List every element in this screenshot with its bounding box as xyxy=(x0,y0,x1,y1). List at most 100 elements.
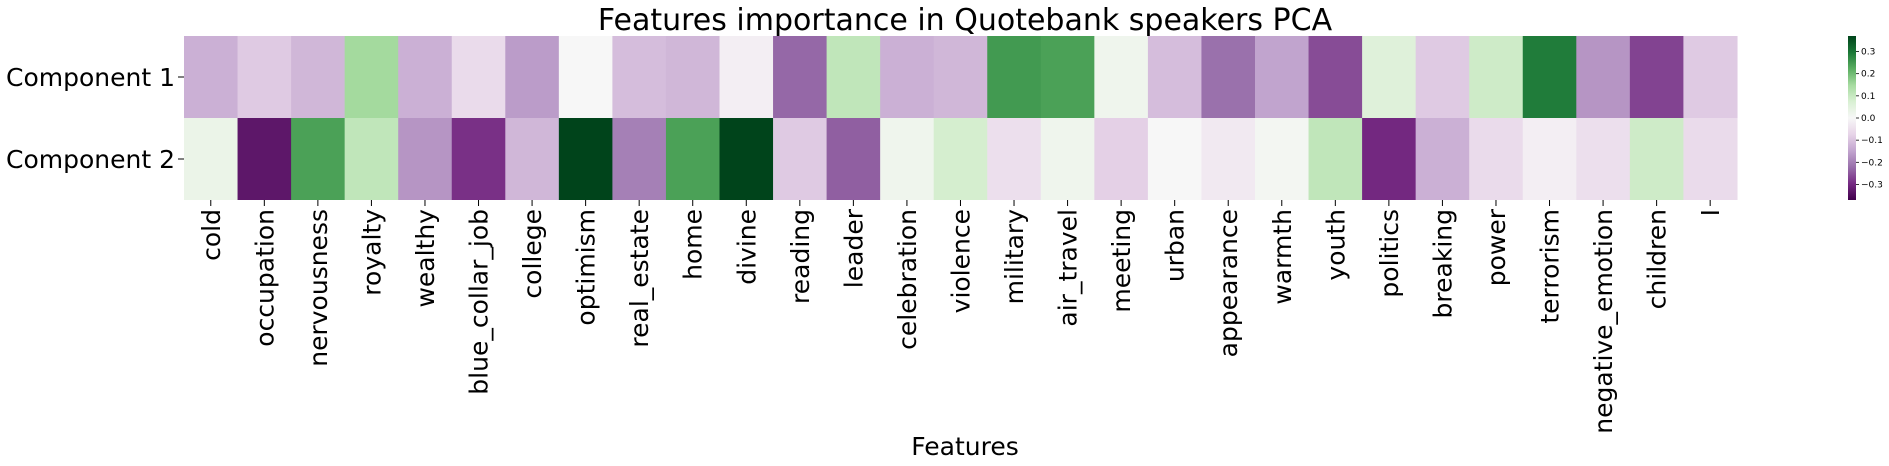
heatmap-cell xyxy=(184,36,239,118)
heatmap-cell xyxy=(665,36,721,118)
column-label: meeting xyxy=(1107,209,1136,313)
colorbar-tick-label: 0.3 xyxy=(1861,48,1875,58)
heatmap-cell xyxy=(558,36,613,118)
column-label: cold xyxy=(197,209,226,261)
heatmap-cell xyxy=(451,118,506,200)
heatmap-cell xyxy=(344,36,399,118)
colorbar-tick-label: 0.0 xyxy=(1861,114,1876,124)
heatmap-cell xyxy=(1308,118,1363,200)
heatmap-cell xyxy=(987,118,1042,200)
heatmap-cell xyxy=(1576,118,1631,200)
column-label: real_estate xyxy=(625,209,654,348)
column-label: breaking xyxy=(1428,209,1457,318)
heatmap-cell xyxy=(184,118,239,200)
chart-title: Features importance in Quotebank speaker… xyxy=(598,3,1333,38)
heatmap-cell xyxy=(1629,118,1684,200)
heatmap-cell xyxy=(880,36,935,118)
heatmap-cell xyxy=(1255,118,1310,200)
heatmap-cell xyxy=(880,118,935,200)
colorbar-tick-label: −0.3 xyxy=(1861,180,1883,190)
heatmap-cell xyxy=(1362,36,1417,118)
column-label: divine xyxy=(732,209,761,285)
column-label: home xyxy=(679,209,708,280)
heatmap-cell xyxy=(291,118,346,200)
heatmap-cell xyxy=(1522,118,1577,200)
heatmap-cells xyxy=(184,36,1738,200)
heatmap-cell xyxy=(612,118,667,200)
column-label: power xyxy=(1482,208,1511,286)
heatmap-cell xyxy=(773,118,828,200)
heatmap-cell xyxy=(237,118,292,200)
row-label: Component 1 xyxy=(6,63,175,92)
heatmap-cell xyxy=(1147,118,1203,200)
heatmap-cell xyxy=(1147,36,1203,118)
colorbar-tick-label: −0.2 xyxy=(1861,158,1883,168)
heatmap-cell xyxy=(1522,36,1577,118)
column-label: youth xyxy=(1321,209,1350,281)
column-label: appearance xyxy=(1214,209,1243,357)
column-label: college xyxy=(518,209,547,299)
heatmap-cell xyxy=(1415,118,1470,200)
heatmap-cell xyxy=(451,36,506,118)
heatmap-cell xyxy=(987,36,1042,118)
heatmap-cell xyxy=(826,118,881,200)
column-label: optimism xyxy=(572,209,601,326)
x-axis-label: Features xyxy=(911,432,1019,461)
column-label: military xyxy=(1000,209,1029,305)
colorbar-tick-label: 0.2 xyxy=(1861,70,1875,80)
heatmap-cell xyxy=(1469,36,1524,118)
heatmap-cell xyxy=(933,36,988,118)
column-label: wealthy xyxy=(411,209,440,308)
heatmap-cell xyxy=(719,36,774,118)
colorbar: 0.3 0.2 0.1 0.0 −0.1 −0.2 −0.3 xyxy=(1848,36,1883,200)
heatmap-cell xyxy=(826,36,881,118)
heatmap-cell xyxy=(1415,36,1470,118)
column-label: blue_collar_job xyxy=(465,209,494,395)
heatmap-cell xyxy=(398,36,453,118)
heatmap-cell xyxy=(612,36,667,118)
column-label: negative_emotion xyxy=(1589,209,1618,434)
colorbar-tick-label: −0.1 xyxy=(1861,136,1883,146)
heatmap-cell xyxy=(1255,36,1310,118)
heatmap-cell xyxy=(1040,118,1095,200)
heatmap-cell xyxy=(1201,36,1256,118)
heatmap-cell xyxy=(505,36,560,118)
heatmap-cell xyxy=(1308,36,1363,118)
heatmap-cell xyxy=(1094,118,1149,200)
column-label: air_travel xyxy=(1054,209,1083,327)
heatmap-cell xyxy=(1201,118,1256,200)
heatmap-cell xyxy=(1683,36,1738,118)
heatmap-cell xyxy=(773,36,828,118)
heatmap-cell xyxy=(1576,36,1631,118)
column-label: occupation xyxy=(250,209,279,347)
heatmap-cell xyxy=(933,118,988,200)
colorbar-tick-label: 0.1 xyxy=(1861,92,1875,102)
column-labels: cold occupation nervousness royalty wealthy b… xyxy=(197,200,1725,434)
column-label: urban xyxy=(1161,209,1190,282)
heatmap-cell xyxy=(1683,118,1738,200)
heatmap-cell xyxy=(505,118,560,200)
heatmap-cell xyxy=(398,118,453,200)
heatmap-cell xyxy=(1469,118,1524,200)
column-label: nervousness xyxy=(304,209,333,367)
row-labels: Component 1 Component 2 xyxy=(6,63,184,174)
column-label: terrorism xyxy=(1536,209,1565,324)
column-label: royalty xyxy=(357,209,386,296)
heatmap-cell xyxy=(237,36,292,118)
heatmap-cell xyxy=(1629,36,1684,118)
colorbar-gradient xyxy=(1848,36,1856,200)
heatmap-cell xyxy=(665,118,721,200)
column-label: leader xyxy=(839,208,868,288)
heatmap-cell xyxy=(558,118,613,200)
column-label: warmth xyxy=(1268,209,1297,305)
heatmap-cell xyxy=(291,36,346,118)
column-label: reading xyxy=(786,209,815,304)
column-label: I xyxy=(1696,209,1725,216)
column-label: children xyxy=(1643,209,1672,309)
heatmap-cell xyxy=(1040,36,1095,118)
column-label: violence xyxy=(946,209,975,313)
column-label: politics xyxy=(1375,209,1404,298)
heatmap-cell xyxy=(1362,118,1417,200)
column-label: celebration xyxy=(893,209,922,350)
